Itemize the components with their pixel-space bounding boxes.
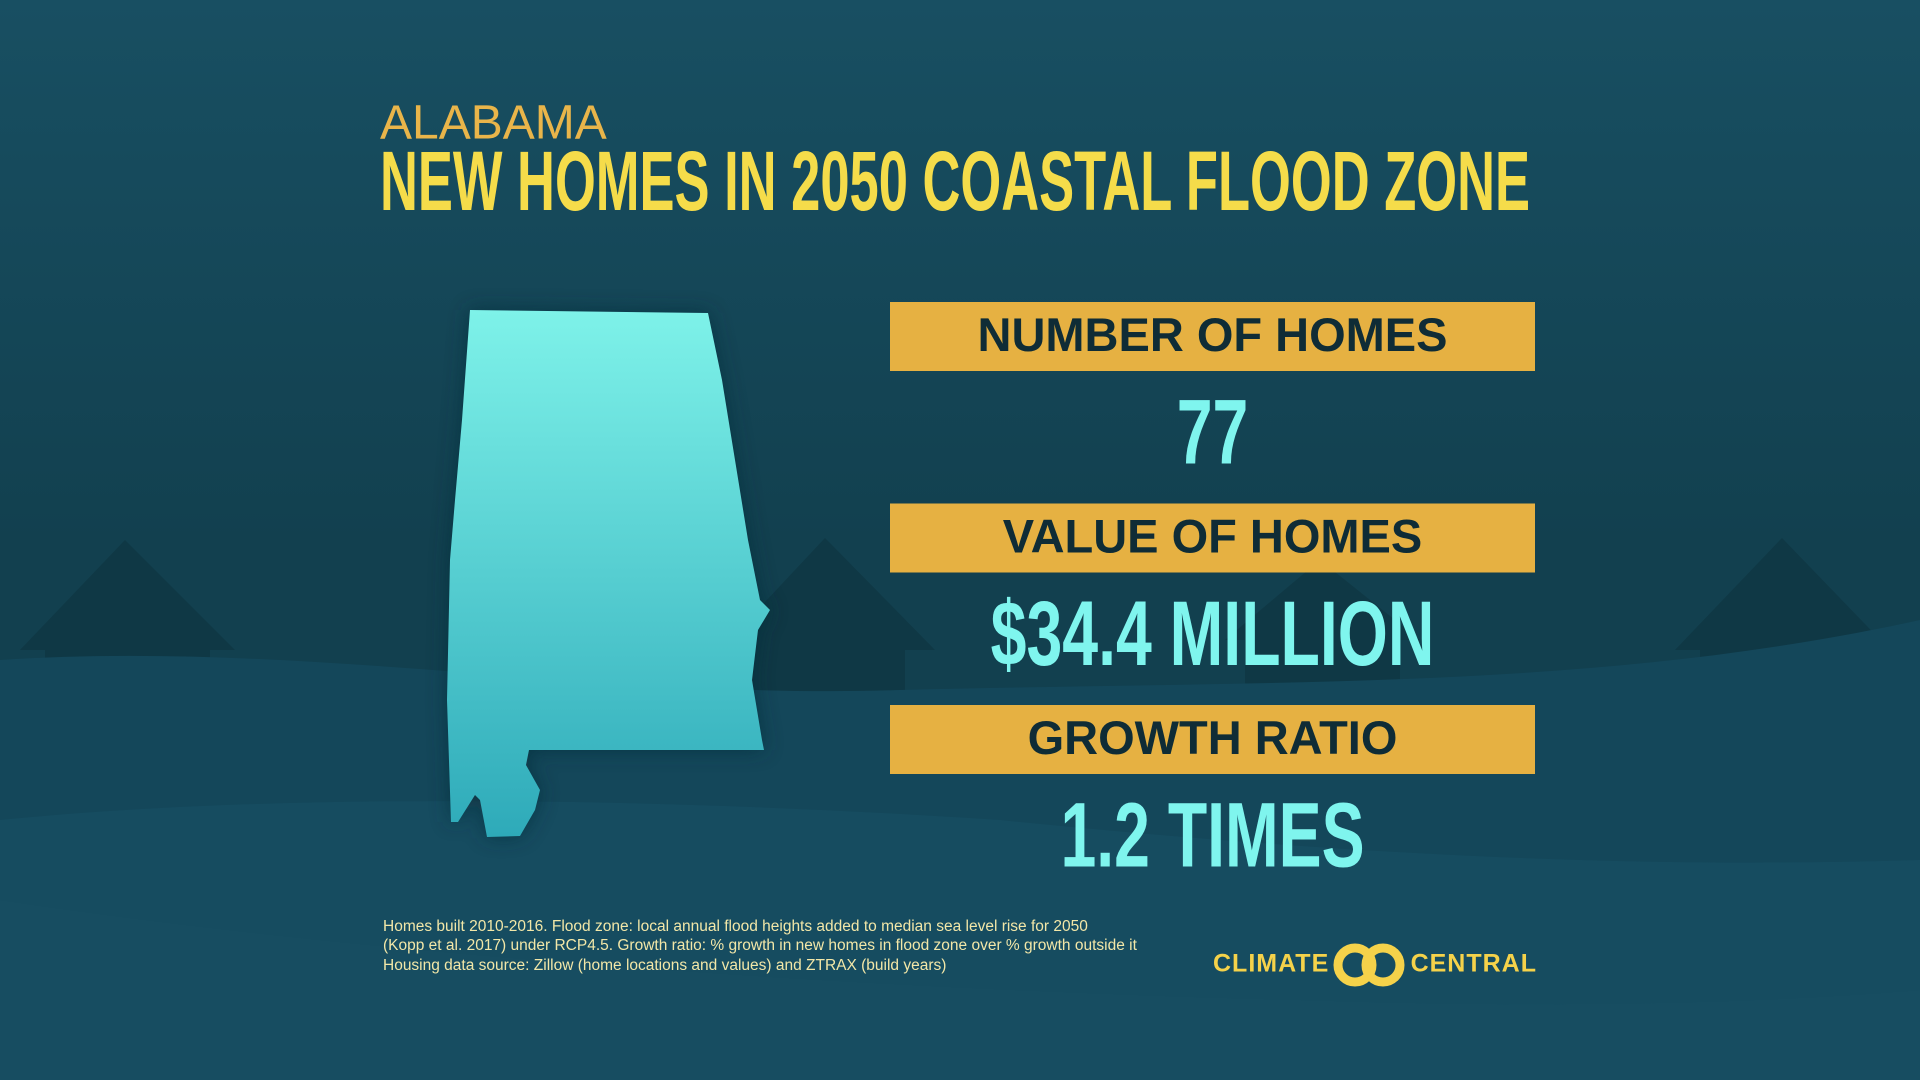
footnote-line: Homes built 2010-2016. Flood zone: local… [383, 918, 1088, 935]
footnote-line: (Kopp et al. 2017) under RCP4.5. Growth … [383, 937, 1138, 954]
footnote-line: Housing data source: Zillow (home locati… [383, 957, 946, 974]
stat-label: NUMBER OF HOMES [978, 308, 1448, 361]
wave [0, 900, 1920, 1080]
stat-value: 77 [1177, 380, 1249, 483]
logo-text: CLIMATE [1213, 950, 1329, 978]
state-name: ALABAMA [380, 97, 607, 150]
logo-ring [1361, 943, 1405, 987]
stat-label-bar [890, 302, 1535, 371]
stat-label-bar [890, 705, 1535, 774]
stat-value-group: $34.4 MILLION [991, 581, 1435, 684]
logo: CLIMATE CENTRAL [1213, 943, 1537, 987]
stat-value: 1.2 TIMES [1060, 783, 1364, 886]
stat-label: VALUE OF HOMES [1003, 509, 1423, 562]
logo-text: CENTRAL [1411, 950, 1537, 978]
stats: NUMBER OF HOMES 77 VALUE OF HOMES $34.4 MIL… [890, 302, 1535, 886]
stat-value-group: 1.2 TIMES [1060, 783, 1364, 886]
stat-label: GROWTH RATIO [1028, 711, 1398, 764]
stat-value-group: 77 [1177, 380, 1249, 483]
footnote: Homes built 2010-2016. Flood zone: local… [383, 918, 1138, 974]
stat-label-bar [890, 503, 1535, 573]
stat-value: $34.4 MILLION [991, 581, 1435, 684]
logo-ring [1333, 943, 1377, 987]
title: NEW HOMES IN 2050 COASTAL FLOOD ZONE [380, 134, 1530, 228]
state-map [447, 310, 770, 837]
